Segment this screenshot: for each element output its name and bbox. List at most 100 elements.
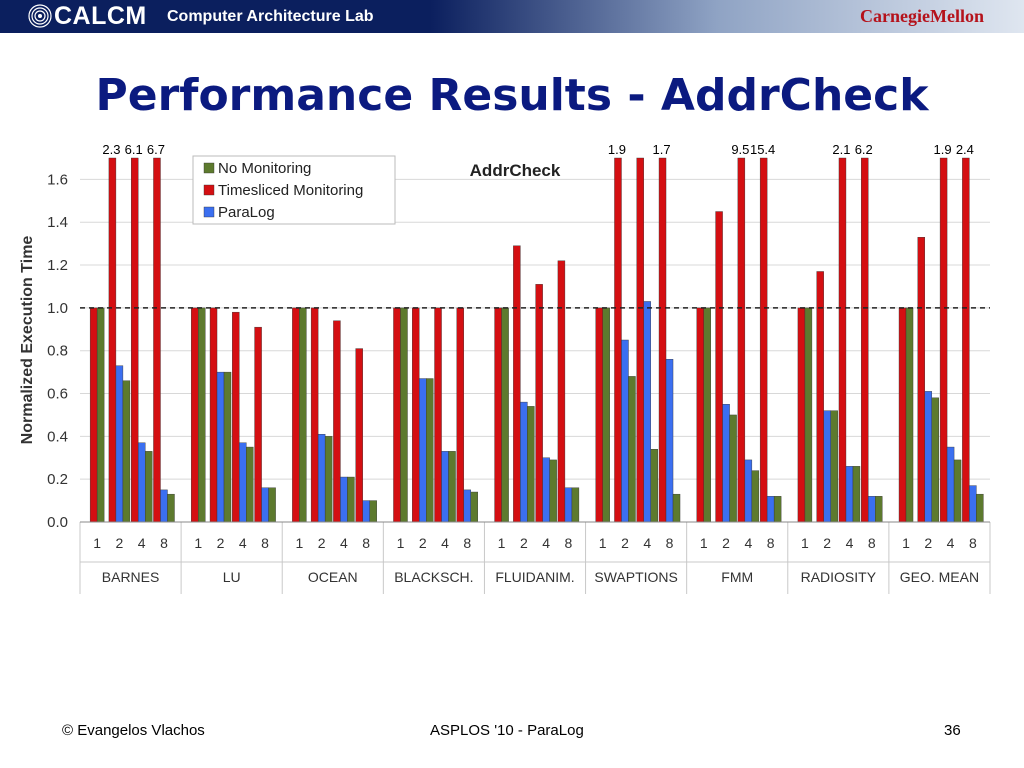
y-tick-label: 1.2 — [47, 257, 68, 274]
bar-timesliced — [232, 311, 240, 523]
overflow-value-label: 1.9 — [608, 142, 626, 157]
bar-no-monitoring — [602, 307, 610, 523]
overflow-value-label: 1.9 — [934, 142, 952, 157]
bar-no-monitoring — [571, 487, 580, 523]
thread-tick-label: 1 — [801, 535, 809, 551]
slide-title: Performance Results - AddrCheck — [95, 70, 929, 121]
bar-no-monitoring — [426, 378, 434, 523]
bar-paralog — [419, 378, 427, 523]
thread-tick-label: 1 — [194, 535, 202, 551]
bar-timesliced — [292, 307, 300, 523]
overflow-value-label: 9.5 — [731, 142, 749, 157]
legend-label: Timesliced Monitoring — [218, 182, 363, 199]
bar-no-monitoring — [703, 307, 712, 523]
bar-paralog — [463, 489, 472, 523]
bar-timesliced — [89, 307, 98, 523]
bar-no-monitoring — [729, 414, 737, 523]
bar-timesliced — [434, 307, 442, 523]
page-number: 36 — [944, 722, 961, 739]
bar-no-monitoring — [650, 449, 658, 523]
bar-timesliced — [759, 157, 768, 523]
thread-tick-label: 1 — [397, 535, 405, 551]
overflow-value-label: 15.4 — [750, 142, 775, 157]
legend-label: ParaLog — [218, 204, 275, 221]
bar-timesliced — [209, 307, 218, 523]
bar-timesliced — [838, 157, 847, 523]
legend-swatch — [203, 162, 215, 174]
chart-title: AddrCheck — [470, 161, 561, 180]
bar-no-monitoring — [773, 496, 782, 523]
bar-timesliced — [108, 157, 117, 523]
calcm-logo-icon — [28, 4, 52, 28]
bar-paralog — [261, 487, 269, 523]
bar-timesliced — [614, 157, 622, 523]
bar-no-monitoring — [198, 307, 206, 523]
bar-paralog — [766, 496, 775, 523]
thread-tick-label: 8 — [261, 535, 269, 551]
bar-no-monitoring — [246, 446, 254, 523]
thread-tick-label: 1 — [93, 535, 101, 551]
y-tick-label: 1.6 — [47, 171, 68, 188]
bar-paralog — [564, 487, 573, 523]
slide-header: CALCM Computer Architecture Lab Carnegie… — [0, 0, 1024, 33]
thread-tick-label: 8 — [666, 535, 674, 551]
bar-timesliced — [333, 320, 341, 523]
bar-paralog — [643, 301, 651, 523]
bar-no-monitoring — [628, 376, 636, 523]
bar-no-monitoring — [122, 380, 131, 523]
overflow-value-label: 2.3 — [102, 142, 120, 157]
bar-paralog — [924, 391, 933, 523]
group-label: OCEAN — [308, 569, 358, 585]
bar-timesliced — [636, 157, 644, 523]
bar-paralog — [115, 365, 124, 523]
footer-venue: ASPLOS '10 - ParaLog — [430, 722, 584, 739]
bar-no-monitoring — [223, 371, 232, 523]
bar-no-monitoring — [167, 493, 175, 523]
bar-no-monitoring — [400, 307, 408, 523]
thread-tick-label: 8 — [362, 535, 370, 551]
y-tick-label: 1.0 — [47, 300, 68, 317]
thread-tick-label: 4 — [643, 535, 651, 551]
thread-tick-label: 1 — [902, 535, 910, 551]
addrcheck-chart: 0.0 0.2 0.4 0.6 0.8 1.0 1.2 1.4 1.6 Normalized Ex… — [19, 142, 991, 594]
bar-timesliced — [191, 307, 199, 523]
group-label: BLACKSCH. — [394, 569, 473, 585]
bar-paralog — [722, 404, 730, 523]
group-label: GEO. MEAN — [900, 569, 979, 585]
lab-name: Computer Architecture Lab — [167, 8, 374, 25]
bar-timesliced — [254, 326, 262, 523]
bar-timesliced — [456, 307, 465, 523]
thread-tick-label: 2 — [621, 535, 629, 551]
y-tick-label: 1.4 — [47, 214, 68, 231]
bar-no-monitoring — [804, 307, 813, 523]
overflow-value-label: 6.7 — [147, 142, 165, 157]
thread-tick-label: 4 — [441, 535, 449, 551]
thread-tick-label: 4 — [846, 535, 854, 551]
bar-no-monitoring — [470, 491, 479, 523]
thread-tick-label: 8 — [160, 535, 168, 551]
bar-no-monitoring — [347, 476, 355, 523]
bar-paralog — [441, 451, 449, 523]
bar-timesliced — [355, 348, 363, 523]
bar-paralog — [160, 489, 168, 523]
y-axis-label: Normalized Execution Time — [19, 236, 36, 445]
thread-tick-label: 2 — [924, 535, 932, 551]
bar-timesliced — [658, 157, 667, 523]
bar-no-monitoring — [268, 487, 276, 523]
thread-tick-label: 4 — [542, 535, 550, 551]
thread-tick-label: 2 — [823, 535, 831, 551]
group-label: SWAPTIONS — [594, 569, 678, 585]
bar-timesliced — [797, 307, 806, 523]
bar-timesliced — [715, 211, 723, 523]
thread-tick-label: 2 — [419, 535, 427, 551]
bar-timesliced — [595, 307, 603, 523]
bar-no-monitoring — [527, 406, 535, 523]
thread-tick-label: 1 — [498, 535, 506, 551]
bar-no-monitoring — [501, 307, 509, 523]
bar-no-monitoring — [751, 470, 760, 523]
bar-paralog — [946, 446, 955, 523]
bar-no-monitoring — [875, 496, 883, 523]
legend-box — [192, 155, 396, 225]
bar-paralog — [823, 410, 831, 523]
thread-tick-label: 8 — [565, 535, 573, 551]
